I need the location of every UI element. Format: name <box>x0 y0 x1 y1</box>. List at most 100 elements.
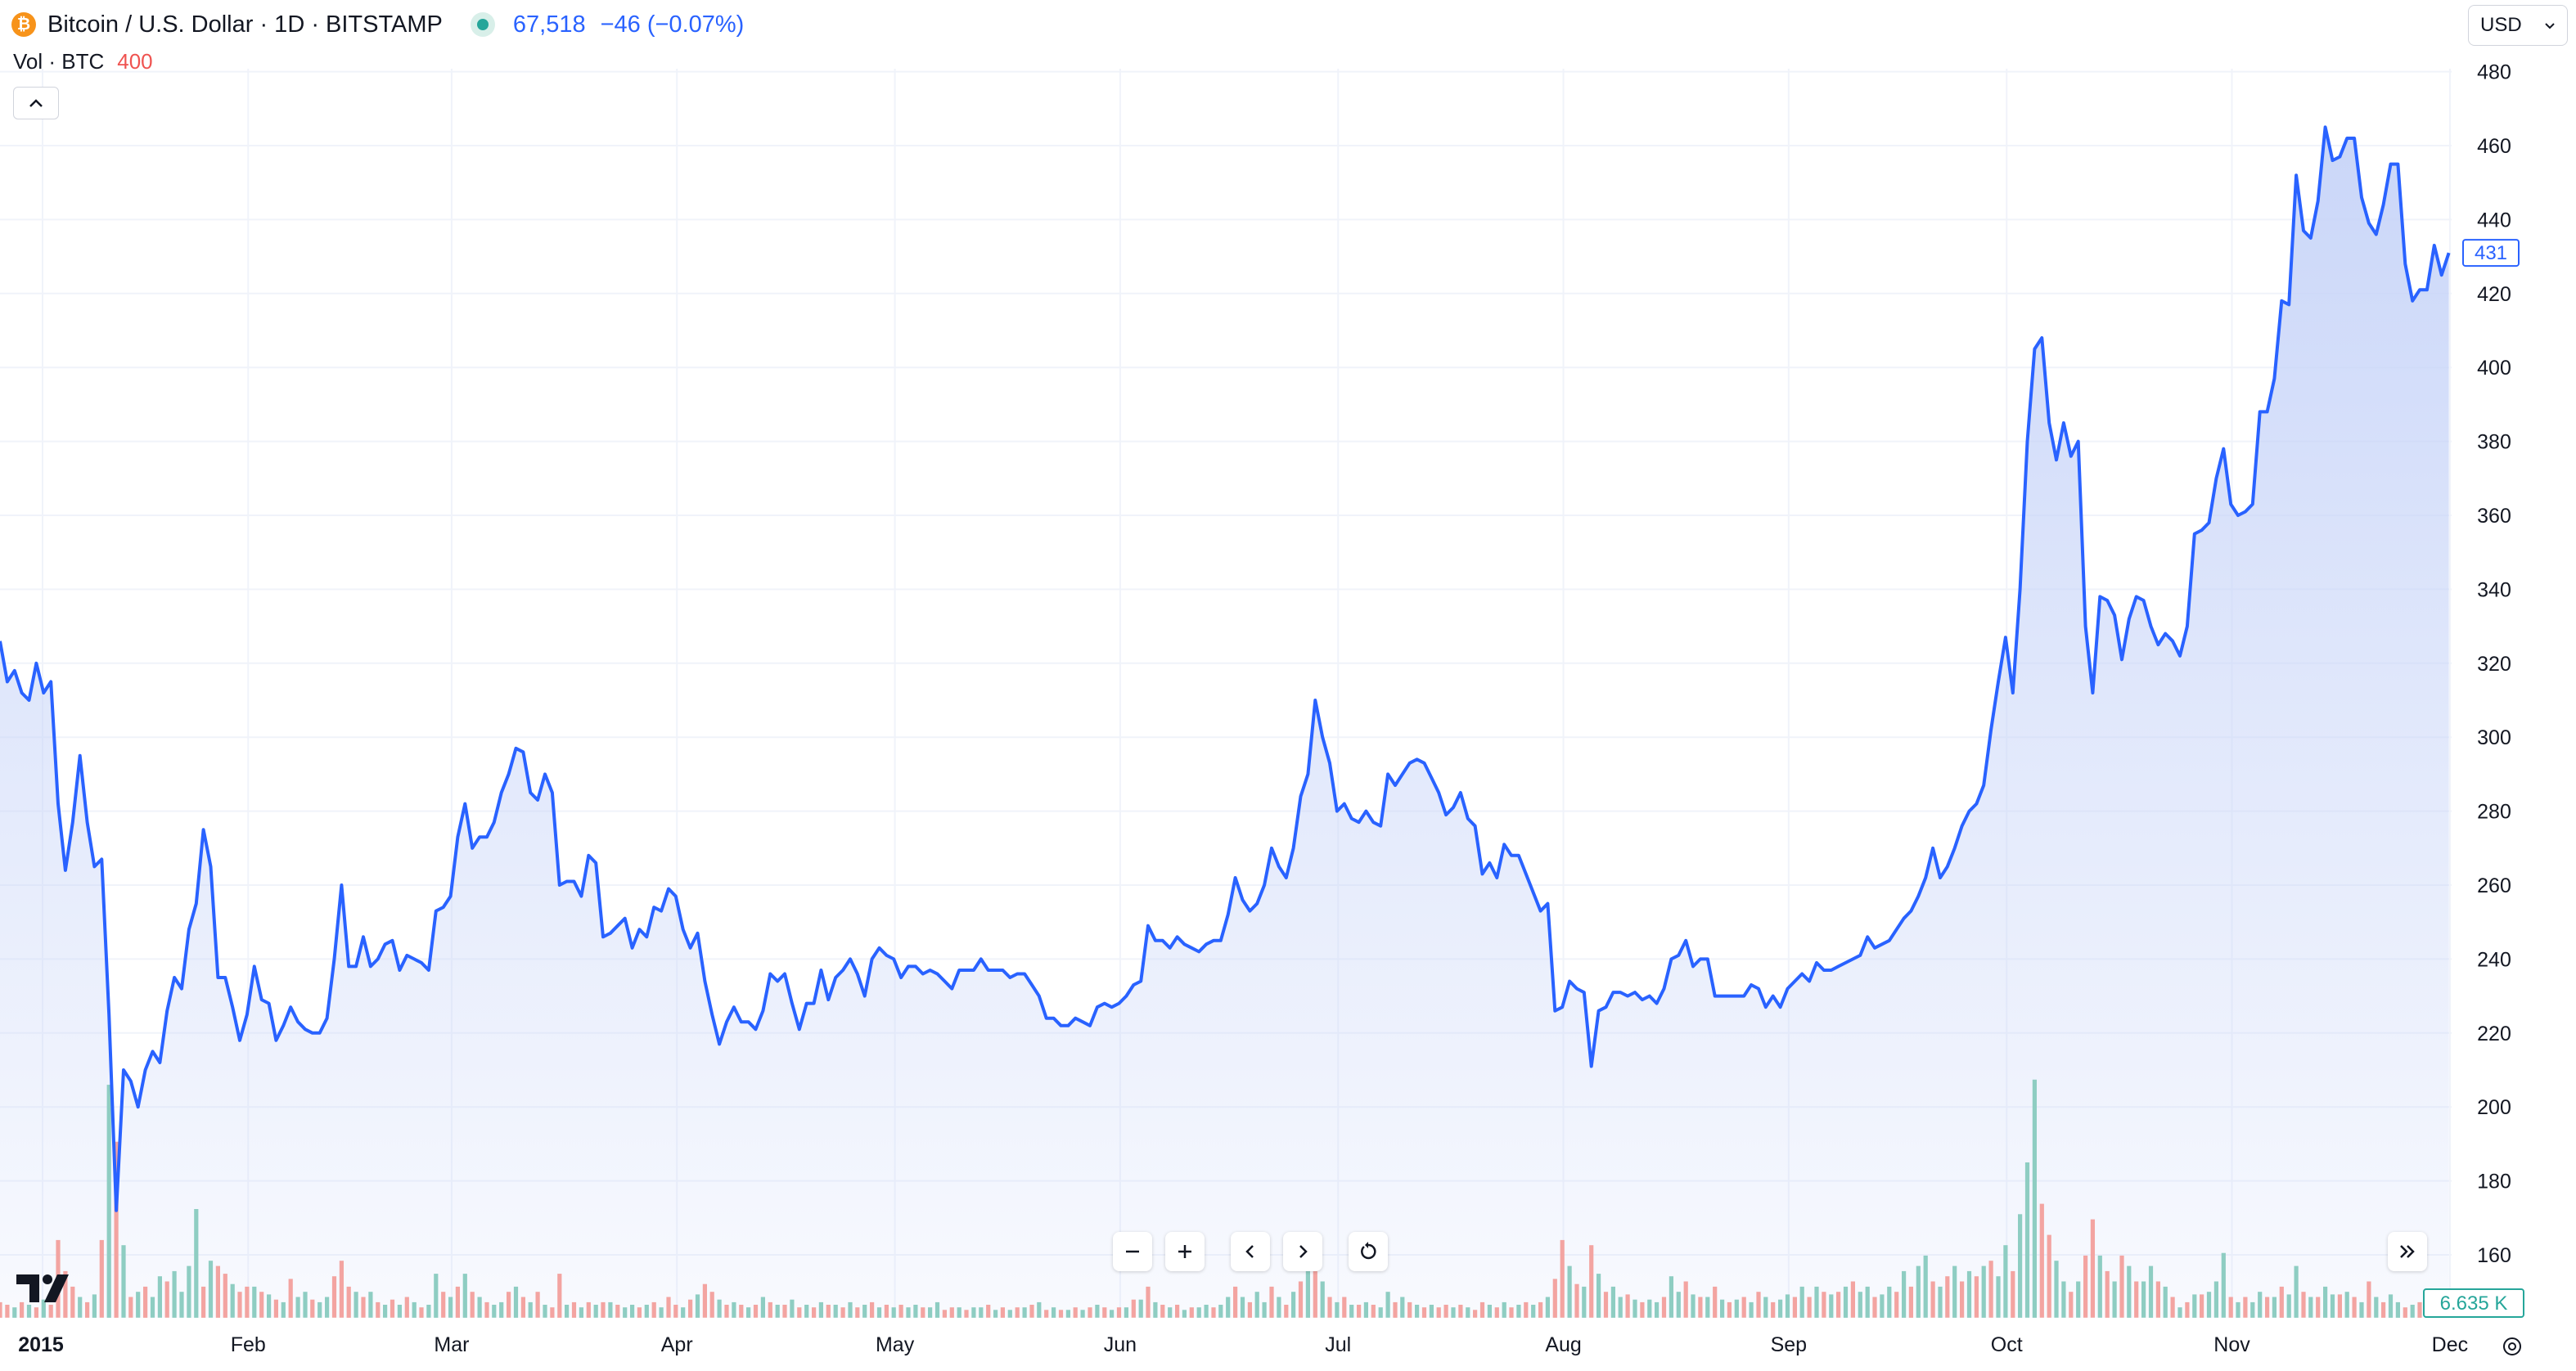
volume-bar <box>1567 1265 1572 1318</box>
scroll-to-realtime-button[interactable] <box>2388 1232 2427 1271</box>
volume-bar <box>593 1305 598 1318</box>
volume-bar <box>346 1286 351 1318</box>
volume-bar <box>1741 1297 1746 1318</box>
volume-bar <box>2352 1297 2357 1318</box>
volume-bar <box>1894 1292 1899 1318</box>
minus-icon <box>1126 1250 1139 1253</box>
volume-bar <box>2170 1297 2175 1318</box>
x-tick-label: Nov <box>2213 1333 2250 1356</box>
volume-bar <box>2105 1270 2110 1318</box>
volume-bar <box>1254 1292 1259 1318</box>
volume-bar <box>1291 1292 1296 1318</box>
volume-bar <box>1415 1305 1420 1318</box>
volume-bar <box>2134 1281 2139 1318</box>
chevron-up-icon <box>29 99 43 107</box>
y-tick-label: 280 <box>2477 801 2511 824</box>
y-tick-label: 240 <box>2477 948 2511 971</box>
volume-bar <box>2141 1281 2146 1318</box>
volume-bar <box>1923 1255 1928 1318</box>
volume-bar <box>1196 1307 1201 1318</box>
volume-bar <box>993 1310 998 1318</box>
chart-settings-button[interactable] <box>2496 1330 2529 1363</box>
volume-bar <box>1160 1305 1165 1318</box>
volume-bar <box>5 1305 10 1318</box>
symbol-legend[interactable]: ₿ Bitcoin / U.S. Dollar · 1D · BITSTAMP … <box>11 8 744 41</box>
volume-bar <box>1400 1297 1405 1318</box>
volume-bar <box>1996 1276 2001 1318</box>
volume-bar <box>2112 1281 2117 1318</box>
volume-bar <box>426 1305 431 1318</box>
volume-bar <box>383 1305 388 1318</box>
market-status-icon[interactable] <box>470 12 495 37</box>
volume-bar <box>1443 1305 1448 1318</box>
volume-bar <box>1749 1301 1754 1318</box>
volume-bar <box>1981 1265 1986 1318</box>
volume-bar <box>818 1301 823 1318</box>
volume-bar <box>1945 1276 1950 1318</box>
volume-bar <box>2221 1252 2226 1318</box>
volume-bar <box>2148 1265 2154 1318</box>
volume-bar <box>252 1286 257 1318</box>
volume-bar <box>1756 1292 1761 1318</box>
volume-bar <box>1509 1307 1514 1318</box>
volume-bar <box>1080 1310 1085 1318</box>
volume-bar <box>208 1261 214 1318</box>
currency-select[interactable]: USD <box>2468 5 2568 46</box>
volume-legend[interactable]: Vol · BTC 400 <box>13 49 153 74</box>
volume-bar <box>172 1270 177 1318</box>
volume-bar <box>1479 1301 1485 1318</box>
volume-bar <box>543 1305 547 1318</box>
y-tick-label: 460 <box>2477 135 2511 158</box>
volume-value: 400 <box>117 49 153 74</box>
volume-bar <box>317 1301 322 1318</box>
volume-bar <box>1516 1305 1521 1318</box>
x-tick-label: Oct <box>1991 1333 2023 1356</box>
volume-bar <box>2395 1301 2400 1318</box>
volume-bar <box>1618 1297 1623 1318</box>
volume-bar <box>2018 1214 2023 1318</box>
volume-bar <box>1182 1310 1187 1318</box>
volume-bar <box>1574 1283 1579 1318</box>
volume-bar <box>1102 1307 1107 1318</box>
volume-bar <box>390 1299 395 1318</box>
volume-bar <box>1916 1265 1921 1318</box>
volume-bar <box>804 1305 809 1318</box>
volume-bar <box>1226 1297 1231 1318</box>
price-axis[interactable]: 160 180 200 220 240 260 280 300 320 340 360 380 400 4… <box>2477 61 2511 1267</box>
volume-bar <box>1705 1297 1710 1318</box>
volume-bar <box>1843 1286 1849 1318</box>
volume-bar <box>906 1307 911 1318</box>
zoom-in-button[interactable] <box>1165 1232 1205 1271</box>
volume-bar <box>492 1305 497 1318</box>
volume-bar <box>99 1239 104 1318</box>
volume-bar <box>412 1301 417 1318</box>
symbol-title[interactable]: Bitcoin / U.S. Dollar · 1D · BITSTAMP <box>47 11 443 38</box>
x-tick-label: Sep <box>1771 1333 1807 1356</box>
volume-bar <box>862 1305 867 1318</box>
volume-bar <box>2192 1294 2197 1318</box>
volume-bar <box>1865 1286 1870 1318</box>
collapse-legend-button[interactable] <box>13 87 59 119</box>
tradingview-logo[interactable] <box>16 1274 69 1302</box>
volume-bar <box>1116 1307 1122 1318</box>
volume-bar <box>1466 1307 1470 1318</box>
volume-bar <box>1872 1297 1877 1318</box>
zoom-out-button[interactable] <box>1113 1232 1152 1271</box>
volume-bar <box>2272 1297 2277 1318</box>
volume-bar <box>2119 1255 2124 1318</box>
volume-bar <box>1204 1305 1209 1318</box>
volume-bar <box>673 1305 678 1318</box>
volume-bar <box>128 1297 133 1318</box>
volume-bar <box>230 1283 235 1318</box>
time-axis[interactable]: 2015 Feb Mar Apr May Jun Jul Aug Sep Oct Nov Dec <box>18 1333 2468 1356</box>
volume-bar <box>2083 1255 2088 1318</box>
volume-bar <box>150 1297 155 1318</box>
volume-bar <box>1502 1301 1506 1318</box>
volume-bar <box>1807 1297 1812 1318</box>
scroll-left-button[interactable] <box>1231 1232 1270 1271</box>
volume-bar <box>1640 1301 1645 1318</box>
reset-chart-button[interactable] <box>1349 1232 1388 1271</box>
volume-bar <box>434 1274 439 1318</box>
scroll-right-button[interactable] <box>1283 1232 1322 1271</box>
